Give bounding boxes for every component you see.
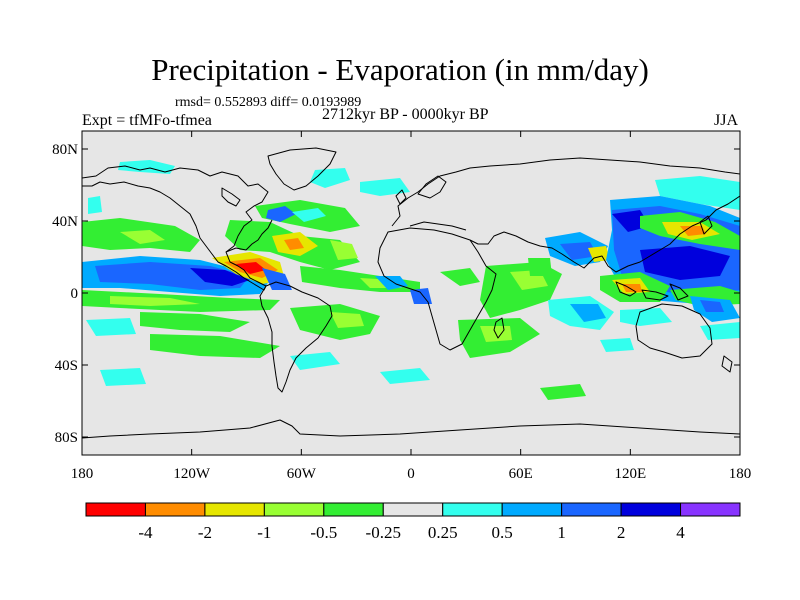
field-patch (236, 262, 266, 274)
coastline-new-zealand (721, 355, 733, 373)
season-label: JJA (714, 112, 739, 129)
coastline-australia (635, 303, 713, 359)
field-patch (86, 318, 136, 336)
colorbar-label: 2 (617, 523, 626, 542)
coastline-japan (699, 215, 713, 235)
colorbar-swatch (323, 502, 384, 517)
colorbar-label: -0.5 (310, 523, 337, 542)
field-patch (95, 262, 250, 290)
field-patch (266, 206, 296, 222)
coastline-mediterranean (409, 221, 467, 231)
field-patch (560, 242, 598, 260)
lon-tick-label: 180 (71, 466, 94, 482)
stats-text: rmsd= 0.552893 diff= 0.0193989 (175, 95, 362, 110)
field-patch (120, 230, 165, 244)
colorbar-label: 4 (676, 523, 685, 542)
colorbar-label: 1 (557, 523, 566, 542)
colorbar-swatch (561, 502, 622, 517)
field-patch (380, 368, 430, 384)
colorbar-label: -2 (198, 523, 212, 542)
coastline-south-america (259, 281, 333, 393)
lon-tick-label: 0 (407, 466, 415, 482)
experiment-label: Expt = tfMFo-tfmea (82, 112, 212, 129)
lat-tick-label: 80N (52, 142, 78, 158)
field-patch (292, 208, 326, 222)
axis-tick-labels: 80N 40N 0 40S 80S 180 120W 60W 0 60E 120E 180 (52, 142, 751, 482)
field-patch (330, 312, 364, 328)
colorbar-swatch (382, 502, 444, 517)
lon-tick-label: 120W (173, 466, 211, 482)
lat-tick-label: 40N (52, 214, 78, 230)
colorbar-swatch (204, 502, 265, 517)
field-patch (622, 284, 642, 292)
colorbar-swatch (620, 502, 682, 517)
field-patch (700, 322, 740, 340)
coastlines (82, 147, 740, 439)
field-patch (310, 168, 350, 188)
lon-tick-label: 60W (287, 466, 317, 482)
lon-tick-label: 180 (729, 466, 752, 482)
axis-ticks (81, 131, 741, 455)
coastline-eurasia (391, 157, 740, 227)
field-patch (88, 196, 102, 214)
anomaly-field-layer (82, 160, 740, 400)
period-label: 2712kyr BP - 0000kyr BP (322, 106, 489, 123)
field-patch (375, 276, 408, 290)
field-patch (640, 246, 730, 280)
colorbar-label: -4 (138, 523, 153, 542)
field-patch (330, 240, 358, 260)
coastline-north-america (82, 165, 269, 291)
colorbar-swatch (85, 502, 146, 517)
field-patch (620, 308, 672, 326)
lon-tick-label: 60E (509, 466, 533, 482)
colorbar-swatch (144, 502, 206, 517)
field-patch (440, 268, 480, 286)
coastline-uk (395, 189, 407, 205)
coastline-greenland (267, 147, 337, 191)
colorbar-label: -1 (257, 523, 271, 542)
coastline-gulf (225, 219, 273, 253)
coastline-hudson (221, 187, 241, 207)
field-patch (360, 178, 410, 196)
field-patch (570, 304, 606, 322)
colorbar-label: -0.25 (366, 523, 401, 542)
field-patch (655, 176, 740, 210)
colorbar-swatch (263, 502, 325, 517)
field-patch (528, 258, 552, 276)
field-patch (140, 312, 250, 332)
colorbar-swatch (501, 502, 563, 517)
lat-tick-label: 0 (71, 286, 79, 302)
lon-tick-label: 120E (614, 466, 646, 482)
lat-tick-label: 80S (55, 430, 78, 446)
field-patch (700, 300, 724, 312)
field-patch (600, 338, 634, 352)
coastline-asia-east (469, 195, 740, 273)
coastline-madagascar (493, 317, 505, 339)
lat-tick-label: 40S (55, 358, 78, 374)
colorbar-label: 0.25 (428, 523, 458, 542)
field-patch (110, 296, 200, 306)
coastline-scandinavia (417, 175, 447, 199)
field-patch (540, 384, 586, 400)
field-patch (190, 268, 250, 286)
colorbar-swatch (442, 502, 503, 517)
colorbar-label: 0.5 (492, 523, 513, 542)
field-patch (680, 226, 706, 236)
colorbar: -4 -2 -1 -0.5 -0.25 0.25 0.5 1 2 4 (85, 502, 741, 542)
field-patch (290, 352, 340, 370)
coastline-indonesia (615, 281, 689, 301)
field-patch (284, 238, 304, 250)
chart-title: Precipitation - Evaporation (in mm/day) (151, 52, 649, 87)
coastline-antarctica (82, 419, 740, 439)
colorbar-swatch (680, 502, 741, 517)
field-patch (150, 334, 280, 358)
field-patch (100, 368, 146, 386)
